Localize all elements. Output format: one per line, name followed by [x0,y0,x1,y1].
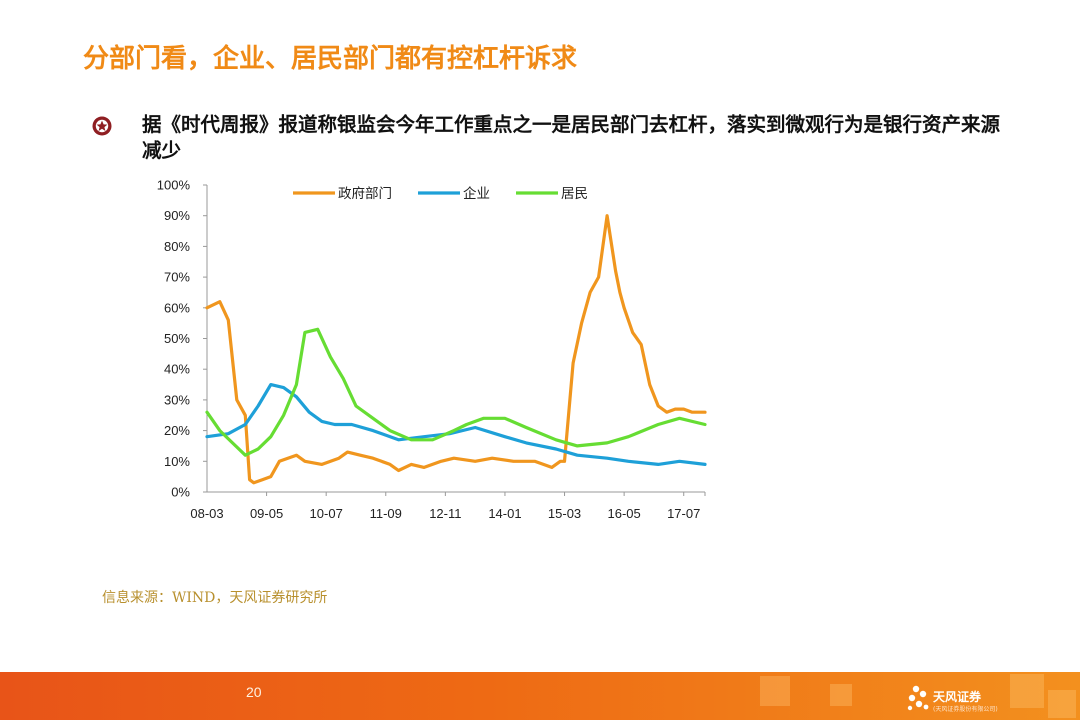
source-note: 信息来源：WIND，天风证券研究所 [102,590,328,606]
logo-tagline: (天风证券股份有限公司) [933,706,998,713]
tianfeng-logo-icon [907,685,929,711]
bullet-icon [92,116,112,136]
y-tick-label: 30% [164,392,190,407]
y-tick-label: 0% [171,485,190,500]
y-tick-label: 40% [164,362,190,377]
page-title: 分部门看，企业、居民部门都有控杠杆诉求 [83,44,578,74]
y-tick-label: 50% [164,331,190,346]
page-number: 20 [246,684,262,700]
x-tick-label: 12-11 [429,506,461,521]
series-line-government [205,214,707,485]
y-tick-label: 10% [164,454,190,469]
y-tick-label: 100% [157,178,191,193]
y-tick-label: 70% [164,270,190,285]
x-tick-label: 10-07 [310,506,343,521]
bullet-text: 据《时代周报》报道称银监会今年工作重点之一是居民部门去杠杆，落实到微观行为是银行… [142,113,1001,162]
line-chart: 0% 10% 20% 30% 40% 50% 60% 70% 80% 90% 100% 08-03 09… [157,178,707,521]
x-tick-label: 16-05 [608,506,641,521]
logo-name: 天风证券 [933,690,982,704]
x-tick-label: 15-03 [548,506,581,521]
x-tick-label: 09-05 [250,506,283,521]
footer-bar: 20 [0,672,1080,720]
series-line-household [205,327,707,457]
y-tick-label: 20% [164,423,190,438]
legend-label: 居民 [561,186,588,202]
series-line-enterprise [205,383,707,466]
y-tick-label: 80% [164,239,190,254]
y-tick-label: 60% [164,300,190,315]
legend-label: 政府部门 [338,186,392,202]
x-tick-label: 11-09 [370,506,402,521]
y-tick-label: 90% [164,208,190,223]
x-tick-label: 08-03 [190,506,223,521]
x-tick-label: 17-07 [667,506,700,521]
legend-label: 企业 [463,185,490,202]
x-tick-label: 14-01 [488,506,521,521]
